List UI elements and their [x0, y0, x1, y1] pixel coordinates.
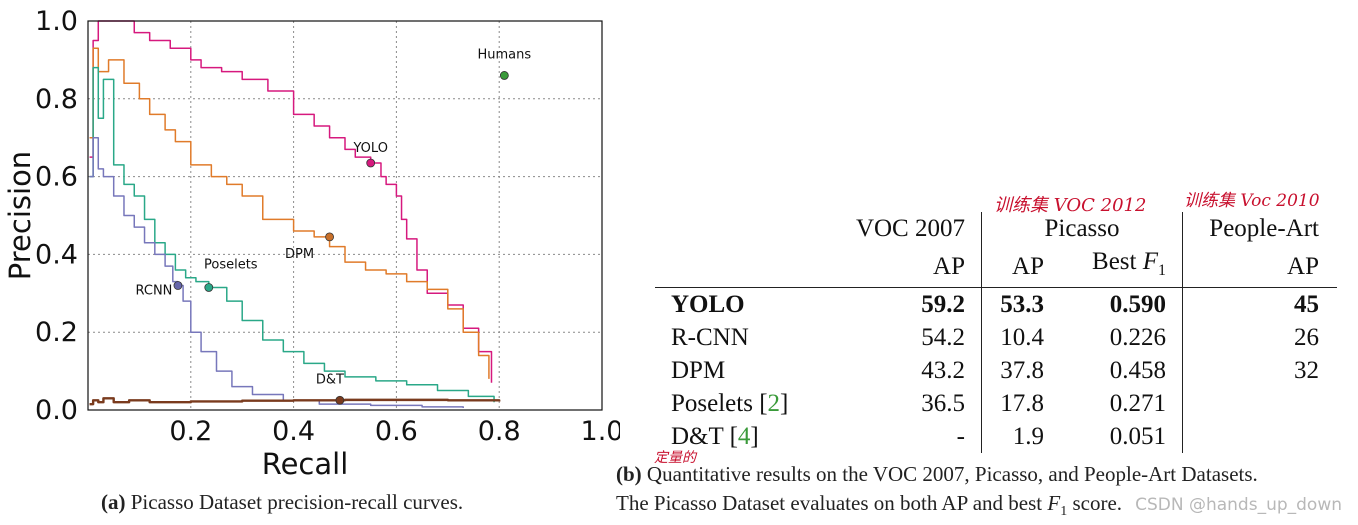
method-name: YOLO	[671, 291, 745, 318]
pr-chart: 0.2 0.4 0.6 0.8 1.0 0.0 0.2 0.4 0.6 0.8 1.0 Recall P…	[3, 6, 620, 481]
caption-a-text: Picasso Dataset precision-recall curves.	[130, 490, 464, 514]
table-cell-voc2007-ap: -	[832, 420, 982, 453]
plot-area	[88, 21, 602, 410]
marker-poselets	[204, 283, 214, 292]
series-line-dpm	[89, 47, 490, 379]
caption-b-text-1: Quantitative results on the VOC 2007, Pi…	[646, 462, 1258, 486]
table-cell-picasso-ap: 53.3	[1000, 291, 1044, 318]
table-row: Poselets [2] 36.5 17.8 0.271	[655, 387, 1337, 420]
table-cell-picasso-ap: 10.4	[1000, 324, 1044, 351]
table-cell-picasso-f1: 0.226	[1048, 321, 1183, 354]
table-header-ap: AP	[981, 245, 1048, 288]
table-header-cell	[655, 245, 832, 288]
point-label-rcnn: RCNN	[135, 284, 172, 299]
table-cell-method: D&T [4]	[671, 423, 759, 450]
table-cell-peopleart-ap	[1183, 420, 1338, 453]
x-tick-label: 1.0	[581, 416, 620, 447]
table-header-ap: AP	[832, 245, 982, 288]
citation-link[interactable]: 4	[737, 423, 751, 450]
table-header-picasso: Picasso	[981, 212, 1183, 245]
y-tick-label: 0.8	[35, 84, 78, 115]
table-cell-peopleart-ap: 26	[1294, 324, 1319, 351]
caption-a-label: (a)	[101, 490, 126, 514]
table-cell-voc2007-ap: 59.2	[832, 287, 982, 321]
table-header-ap: AP	[1182, 245, 1337, 288]
point-label-dpm: DPM	[285, 247, 314, 262]
caption-b-label: (b)	[616, 462, 642, 486]
caption-b-line1: (b) Quantitative results on the VOC 2007…	[616, 462, 1258, 487]
y-axis-label: Precision	[3, 151, 37, 280]
table-cell-method: R-CNN	[655, 321, 832, 354]
marker-rcnn	[173, 281, 183, 290]
table-cell-picasso-f1: 0.458	[1048, 354, 1183, 387]
results-table: VOC 2007 Picasso People-Art AP AP Best F…	[655, 212, 1337, 453]
y-tick-label: 1.0	[35, 6, 78, 37]
method-name: D&T	[671, 423, 724, 450]
series-line-yolo	[89, 20, 493, 383]
table-header-voc2007: VOC 2007	[832, 212, 982, 245]
plot-frame	[87, 20, 603, 411]
caption-b-line2: The Picasso Dataset evaluates on both AP…	[616, 491, 1123, 520]
citation-link[interactable]: 2	[767, 390, 781, 417]
point-label-humans: Humans	[478, 47, 532, 62]
y-tick-label: 0.4	[35, 239, 78, 270]
table-header-peopleart: People-Art	[1209, 215, 1319, 242]
table-cell-picasso-f1: 0.590	[1048, 287, 1183, 321]
table-cell-method: DPM	[655, 354, 832, 387]
handwritten-note-voc2010: 训练集 Voc 2010	[1184, 191, 1320, 211]
method-name: R-CNN	[671, 324, 749, 351]
method-name: DPM	[671, 357, 726, 384]
y-tick-label: 0.0	[35, 395, 78, 426]
table-body: YOLO 59.2 53.3 0.590 45 R-CNN 54.2 10.4 0.226 26 D…	[655, 287, 1337, 453]
pr-curve-figure: 0.2 0.4 0.6 0.8 1.0 0.0 0.2 0.4 0.6 0.8 1.0 Recall P…	[0, 0, 620, 525]
point-label-dt: D&T	[316, 372, 344, 387]
x-tick-label: 0.4	[272, 416, 315, 447]
series-line-poselets	[89, 66, 495, 403]
caption-a: (a) Picasso Dataset precision-recall cur…	[101, 490, 463, 515]
y-tick-label: 0.2	[35, 317, 78, 348]
marker-dt	[335, 395, 345, 405]
table-cell-picasso-f1: 0.271	[1048, 387, 1183, 420]
point-label-yolo: YOLO	[352, 141, 387, 156]
table-cell-voc2007-ap: 36.5	[832, 387, 982, 420]
method-name: Poselets	[671, 390, 753, 417]
series-line-dt	[89, 397, 501, 406]
table-cell-voc2007-ap: 43.2	[832, 354, 982, 387]
table-row: D&T [4] - 1.9 0.051	[655, 420, 1337, 453]
handwritten-note-voc2012: 训练集 VOC 2012	[994, 195, 1147, 216]
point-label-poselets: Poselets	[204, 257, 258, 272]
table-header-row-2: AP AP Best F1 AP	[655, 245, 1337, 288]
table-cell-voc2007-ap: 54.2	[832, 321, 982, 354]
table-cell-picasso-ap: 1.9	[1012, 423, 1044, 450]
table-row: R-CNN 54.2 10.4 0.226 26	[655, 321, 1337, 354]
table-cell-method: YOLO	[655, 288, 832, 322]
marker-dpm	[325, 232, 334, 242]
x-tick-label: 0.8	[478, 416, 521, 447]
marker-humans	[499, 71, 509, 80]
table-cell-peopleart-ap: 45	[1294, 291, 1319, 318]
y-tick-label: 0.6	[35, 162, 78, 193]
table-cell-peopleart-ap	[1183, 387, 1338, 420]
table-row: YOLO 59.2 53.3 0.590 45	[655, 287, 1337, 322]
table-row: DPM 43.2 37.8 0.458 32	[655, 354, 1337, 387]
table-header-cell	[655, 212, 832, 245]
marker-yolo	[366, 158, 376, 168]
watermark: CSDN @hands_up_down	[1135, 495, 1342, 515]
x-tick-label: 0.2	[169, 416, 212, 447]
table-cell-picasso-ap: 17.8	[1000, 390, 1044, 417]
table-cell-picasso-f1: 0.051	[1048, 420, 1183, 453]
x-tick-label: 0.6	[375, 416, 418, 447]
table-cell-method: Poselets [2]	[671, 390, 789, 417]
table-cell-peopleart-ap: 32	[1294, 357, 1319, 384]
table-header-best-f1: Best F1	[1048, 245, 1183, 288]
handwritten-note-quantitative: 定量的	[654, 450, 696, 466]
table-cell-picasso-ap: 37.8	[1000, 357, 1044, 384]
table-header-row-1: VOC 2007 Picasso People-Art	[655, 212, 1337, 245]
x-axis-label: Recall	[262, 447, 349, 481]
caption-b-text-2a: The Picasso Dataset evaluates on both AP…	[616, 491, 1048, 515]
caption-b-text-2b: score.	[1067, 491, 1123, 515]
